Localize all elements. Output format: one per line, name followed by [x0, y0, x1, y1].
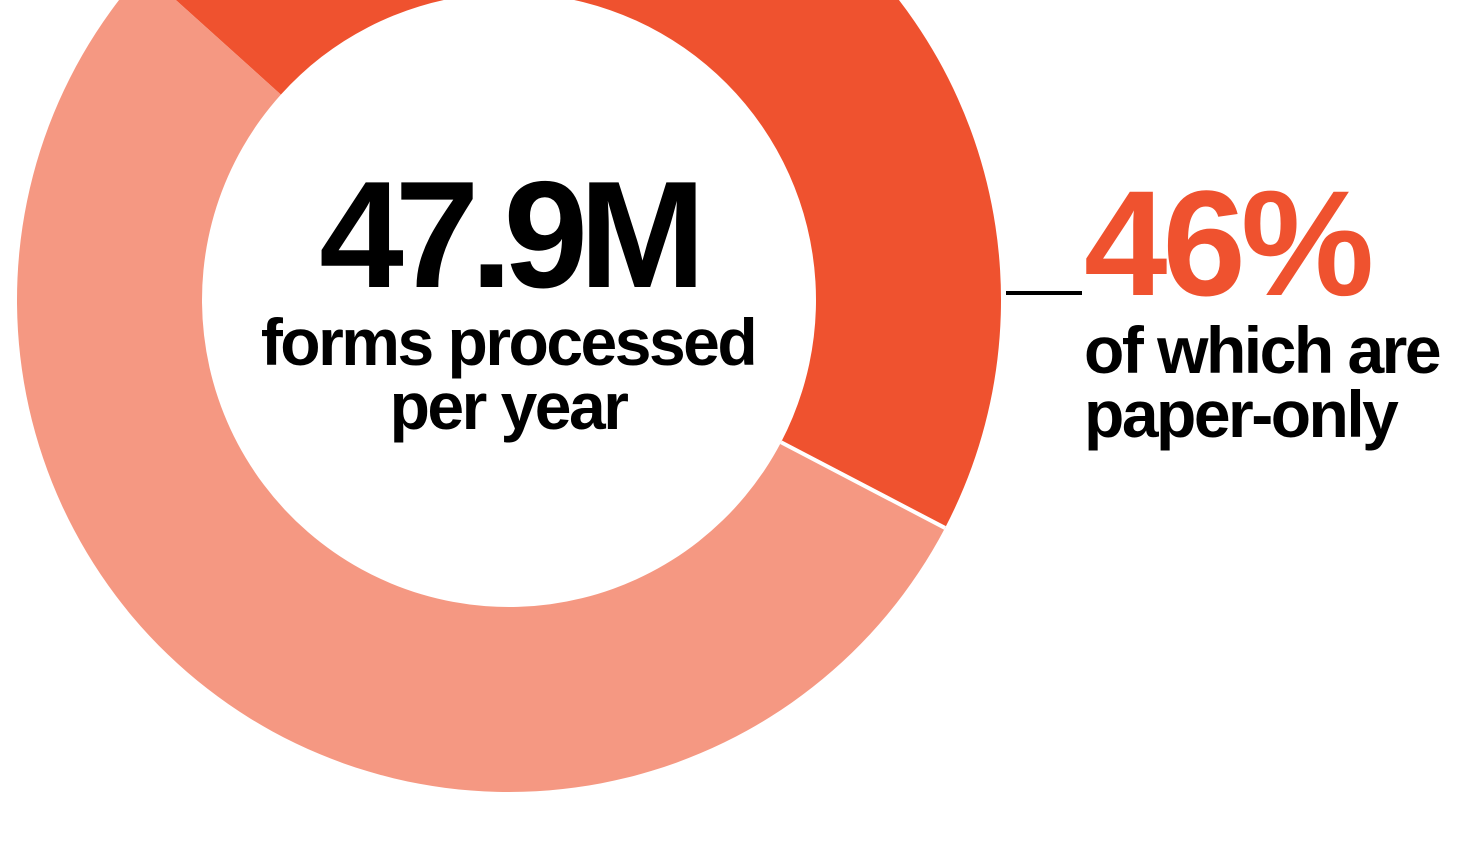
slice-separator — [780, 440, 946, 530]
center-label: 47.9M forms processed per year — [208, 150, 808, 443]
total-forms-caption-line-2: per year — [389, 369, 629, 443]
paper-only-caption-line-2: paper-only — [1084, 377, 1399, 451]
callout-leader-line — [1006, 291, 1082, 295]
donut-slice-other — [17, 0, 946, 792]
paper-only-callout: 46% of which are paper-only — [1084, 159, 1462, 451]
paper-only-caption-line-1: of which are — [1084, 313, 1442, 387]
total-forms-caption-line-1: forms processed — [260, 305, 758, 379]
paper-only-percent: 46% — [1084, 159, 1374, 327]
donut-slice-paper-only — [175, 0, 1001, 528]
total-forms-value: 47.9M — [319, 150, 705, 320]
